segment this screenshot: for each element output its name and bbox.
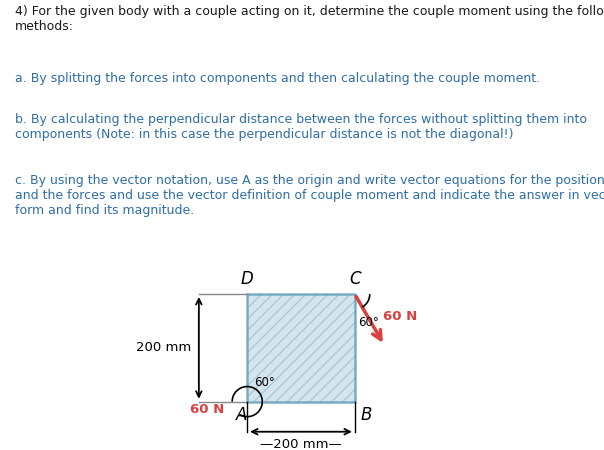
Text: b. By calculating the perpendicular distance between the forces without splittin: b. By calculating the perpendicular dist… (15, 113, 587, 141)
Text: 60 N: 60 N (190, 404, 224, 417)
Text: 60°: 60° (358, 315, 379, 328)
Text: C: C (349, 270, 361, 288)
Text: D: D (241, 270, 254, 288)
Text: 200 mm: 200 mm (136, 342, 191, 355)
Text: —200 mm—: —200 mm— (260, 438, 342, 450)
Bar (247, 294, 355, 401)
Text: a. By splitting the forces into components and then calculating the couple momen: a. By splitting the forces into componen… (15, 72, 540, 85)
Text: 60 N: 60 N (383, 310, 417, 323)
Text: 4) For the given body with a couple acting on it, determine the couple moment us: 4) For the given body with a couple acti… (15, 5, 604, 33)
Text: A: A (236, 406, 247, 424)
Text: 60°: 60° (254, 376, 274, 389)
Text: B: B (360, 406, 371, 424)
Text: c. By using the vector notation, use A as the origin and write vector equations : c. By using the vector notation, use A a… (15, 175, 604, 217)
Bar (247, 294, 355, 401)
